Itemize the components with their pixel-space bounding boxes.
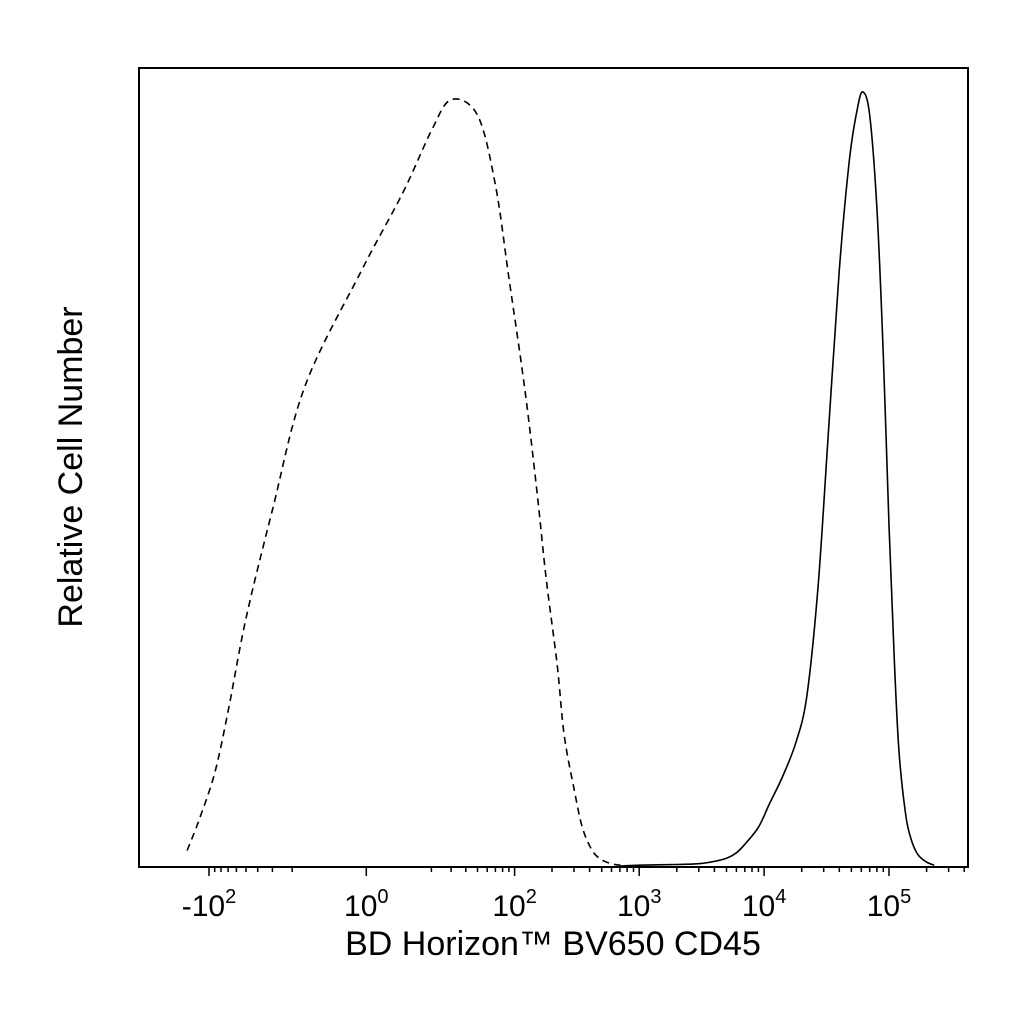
y-axis-label: Relative Cell Number — [52, 306, 90, 627]
series-layer — [186, 91, 935, 867]
x-tick-label: 104 — [742, 886, 787, 923]
x-tick-label: 100 — [344, 886, 389, 923]
x-axis-ticks: -102 100 102 103 104 105 — [182, 867, 965, 923]
x-tick-label: 105 — [867, 886, 912, 923]
x-axis-label: BD Horizon™ BV650 CD45 — [345, 925, 761, 963]
x-tick-label: 102 — [492, 886, 537, 923]
control-histogram-line — [186, 98, 634, 867]
stained-histogram-line — [619, 91, 935, 867]
x-tick-label: 103 — [617, 886, 662, 923]
plot-frame — [138, 67, 969, 868]
x-tick-label: -102 — [182, 886, 236, 923]
